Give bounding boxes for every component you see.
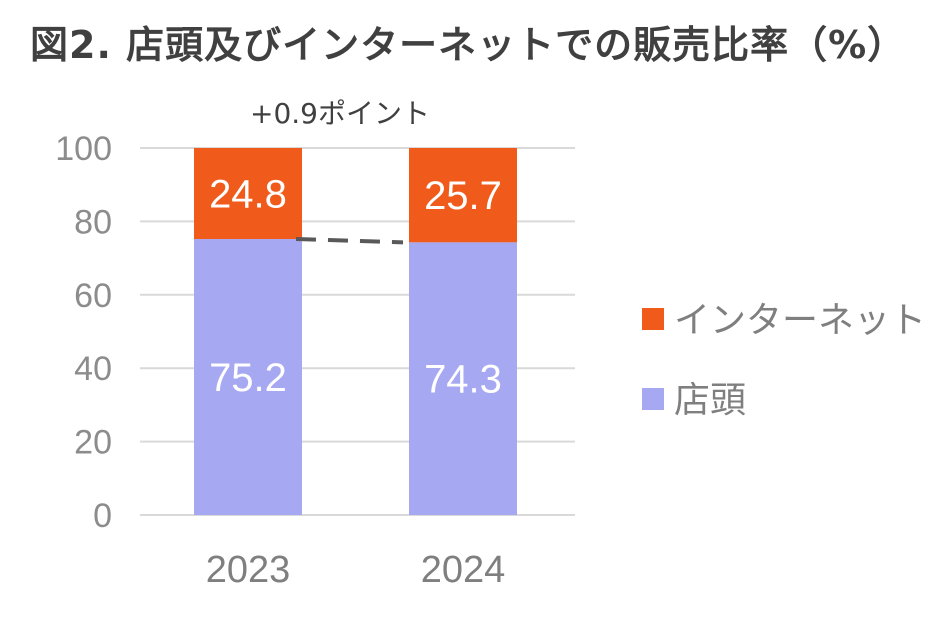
data-label-2023-series-1: 24.8 [209,173,287,217]
connector-line [295,237,404,245]
bar-2024-series-1 [409,148,517,243]
y-tick-80: 80 [74,203,112,241]
y-tick-40: 40 [74,350,112,388]
data-label-2024-series-1: 25.7 [424,174,502,218]
bar-2024-series-0 [409,242,517,515]
legend-label-1: 店頭 [674,380,746,421]
y-tick-20: 20 [74,424,112,462]
legend-swatch-0 [642,308,664,330]
y-tick-60: 60 [74,277,112,315]
data-label-2023-series-0: 75.2 [209,356,287,400]
chart-title: 図2. 店頭及びインターネットでの販売比率（%） [30,23,907,67]
x-category-2024: 2024 [421,549,506,591]
change-annotation: +0.9ポイント [250,97,430,130]
data-label-2024-series-0: 74.3 [424,358,502,402]
bar-2023-series-1 [194,148,302,240]
x-category-2023: 2023 [206,549,291,591]
y-tick-0: 0 [93,497,112,535]
legend-swatch-1 [642,388,664,410]
bar-2023-series-0 [194,239,302,516]
legend-label-0: インターネット [674,300,926,341]
y-tick-100: 100 [55,130,112,168]
